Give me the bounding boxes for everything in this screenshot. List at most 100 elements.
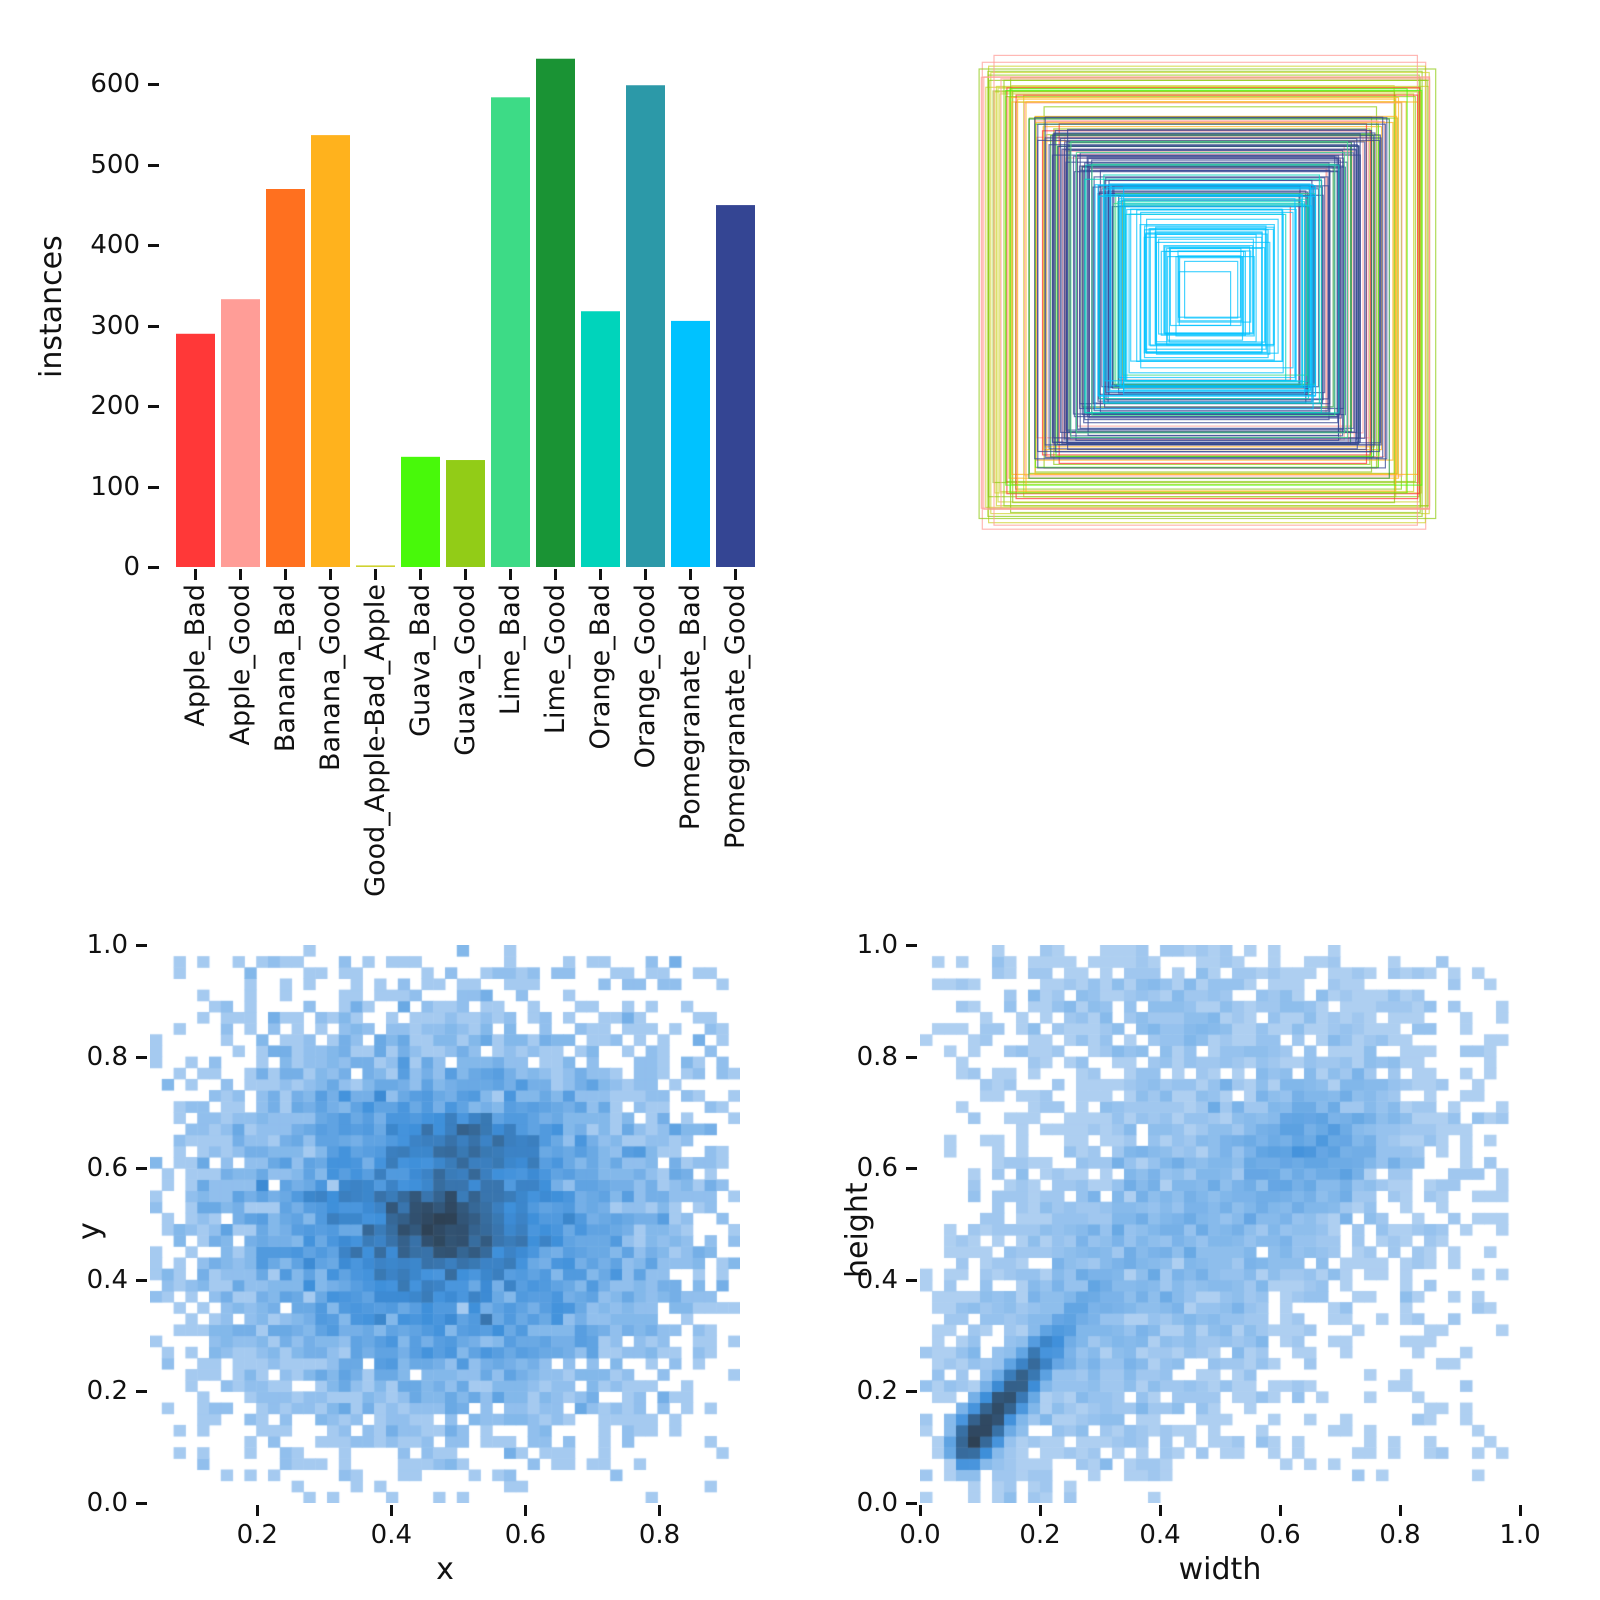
bbox-rect xyxy=(1104,194,1303,382)
bar-Good_Apple-Bad_Apple xyxy=(356,565,395,567)
bbox-rect xyxy=(1102,188,1313,403)
bbox-rect xyxy=(1101,188,1320,388)
bbox-rect xyxy=(1163,245,1254,334)
bar-Orange_Bad xyxy=(581,311,620,567)
bbox-rect xyxy=(1083,170,1339,424)
bbox-rect xyxy=(1098,195,1316,397)
bbox-rect xyxy=(1184,260,1239,319)
y-tick xyxy=(136,944,147,947)
bbox-rect xyxy=(1079,169,1331,405)
bbox-rect xyxy=(1034,116,1373,473)
y-tick-label: 500 xyxy=(90,149,140,180)
bbox-rect xyxy=(1177,250,1252,323)
category-label-Apple_Good: Apple_Good xyxy=(224,584,256,746)
y-tick xyxy=(148,244,159,248)
bbox-rect xyxy=(1014,101,1402,490)
bbox-rect xyxy=(1028,118,1390,479)
bbox-rect xyxy=(1005,95,1416,483)
bbox-rect xyxy=(1066,141,1355,433)
y-tick xyxy=(148,566,159,569)
bbox-rect xyxy=(1126,208,1297,382)
bbox-rect xyxy=(1073,171,1340,418)
bbox-rect xyxy=(1118,198,1296,379)
bbox-rect xyxy=(1048,144,1358,450)
bbox-rect xyxy=(1088,167,1327,415)
x-tick-label: 0.4 xyxy=(370,1520,413,1550)
x-tick xyxy=(599,569,602,580)
bbox-rect xyxy=(1057,145,1360,443)
y-tick-label: 300 xyxy=(90,310,140,341)
bbox-rect xyxy=(1079,152,1355,429)
bbox-rect xyxy=(1146,218,1279,354)
bbox-rect xyxy=(1175,256,1255,337)
bbox-rect xyxy=(994,91,1423,494)
x-tick xyxy=(194,569,197,580)
x-tick xyxy=(329,569,332,580)
bbox-rect xyxy=(1072,155,1336,415)
bbox-rect xyxy=(1139,224,1275,361)
bbox-rect xyxy=(1111,206,1310,389)
bbox-rect xyxy=(1005,89,1423,486)
y-tick-label: 100 xyxy=(90,471,140,502)
bbox-rect xyxy=(1062,148,1349,444)
x-tick xyxy=(389,1505,393,1516)
category-label-Apple_Bad: Apple_Bad xyxy=(179,584,211,727)
bbox-rect xyxy=(988,79,1428,510)
bbox-rect xyxy=(1158,238,1255,335)
y-tick xyxy=(148,324,159,328)
bbox-rect xyxy=(1075,155,1340,442)
bbox-rect xyxy=(1112,185,1315,386)
bbox-rect xyxy=(993,54,1418,526)
bbox-rect xyxy=(1009,76,1421,514)
bbox-rect xyxy=(1120,199,1303,388)
bbox-rect xyxy=(1118,196,1308,394)
bbox-rect xyxy=(1128,213,1284,374)
bbox-rect xyxy=(1085,164,1340,414)
bbox-rect xyxy=(1164,250,1245,335)
bbox-rect xyxy=(1115,193,1316,385)
x-tick-label: 0.4 xyxy=(1139,1520,1181,1550)
bbox-rect xyxy=(1094,184,1314,410)
bbox-rect xyxy=(1107,184,1310,389)
x-tick-label: 0.2 xyxy=(236,1520,278,1550)
bbox-rect xyxy=(1034,115,1398,475)
bbox-rect xyxy=(1056,145,1360,446)
y-tick xyxy=(906,944,917,947)
bar-Banana_Bad xyxy=(266,189,305,567)
bbox-rect xyxy=(1058,123,1368,465)
bbox-rect xyxy=(1023,102,1403,477)
bbox-rect xyxy=(1108,179,1313,396)
y-tick xyxy=(136,1167,147,1171)
y-tick-label: 0.2 xyxy=(856,1376,898,1407)
bbox-rect xyxy=(987,74,1420,498)
y-tick-label: 400 xyxy=(90,230,140,261)
y-tick-label: 200 xyxy=(90,391,140,422)
bbox-rect xyxy=(1093,176,1329,412)
y-tick xyxy=(136,1055,147,1059)
bbox-rect xyxy=(1044,116,1384,459)
bbox-rect xyxy=(1068,142,1352,433)
x-tick-label: 0.2 xyxy=(1019,1520,1061,1550)
bbox-rect xyxy=(1166,256,1244,341)
bbox-rect xyxy=(1109,183,1311,391)
category-label-Lime_Bad: Lime_Bad xyxy=(494,584,526,716)
bbox-rect xyxy=(1011,85,1395,486)
x-tick xyxy=(689,569,692,580)
bbox-rect xyxy=(1105,194,1324,401)
bbox-rect xyxy=(1046,120,1386,458)
x-tick-label: 0.8 xyxy=(1379,1520,1421,1550)
bbox-rect xyxy=(1166,247,1263,346)
bbox-rect xyxy=(1037,139,1381,453)
height-axis-label: height xyxy=(840,1182,875,1278)
y-tick-label: 0.6 xyxy=(856,1153,898,1184)
category-label-Orange_Bad: Orange_Bad xyxy=(584,584,616,750)
width-height-heatmap-canvas xyxy=(920,945,1520,1503)
bbox-rect xyxy=(1098,195,1310,400)
bar-Lime_Bad xyxy=(491,97,530,567)
bbox-rect xyxy=(1091,163,1336,417)
x-tick xyxy=(1398,1505,1402,1516)
bbox-rect xyxy=(1011,101,1419,475)
xy-heatmap-canvas xyxy=(150,945,740,1503)
